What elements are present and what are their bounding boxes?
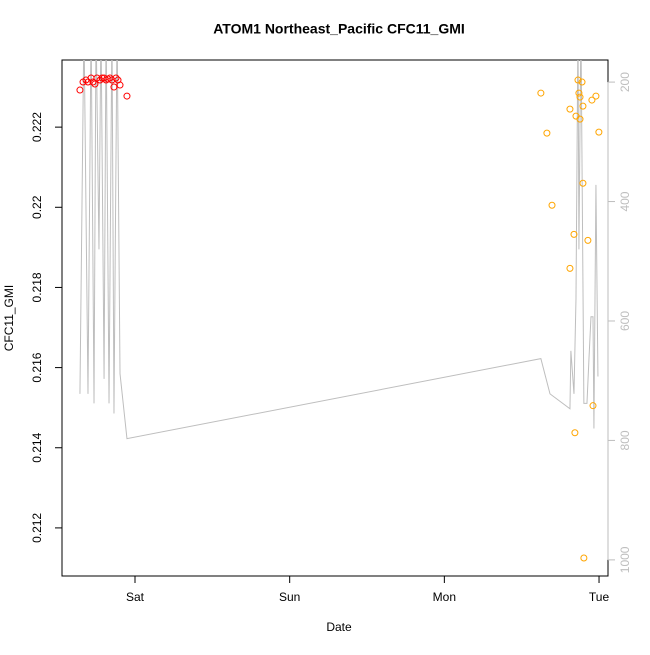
y2-tick-label: 600 xyxy=(618,311,632,331)
point xyxy=(76,86,84,94)
point xyxy=(566,264,574,272)
y-tick-label: 0.218 xyxy=(30,272,44,302)
point xyxy=(589,402,597,410)
point xyxy=(112,74,120,82)
y-tick-label: 0.22 xyxy=(30,195,44,219)
y2-tick-label: 200 xyxy=(618,72,632,92)
x-tick-label: Mon xyxy=(433,590,456,604)
x-tick-label: Tue xyxy=(589,590,610,604)
point xyxy=(579,102,587,110)
point xyxy=(576,93,584,101)
y2-tick-label: 1000 xyxy=(618,546,632,573)
point xyxy=(584,236,592,244)
point xyxy=(91,80,99,88)
y-tick-label: 0.212 xyxy=(30,513,44,543)
x-tick-label: Sat xyxy=(126,590,145,604)
point xyxy=(566,105,574,113)
x-tick-label: Sun xyxy=(279,590,300,604)
point xyxy=(116,81,124,89)
line xyxy=(79,60,599,440)
y-tick-label: 0.214 xyxy=(30,432,44,462)
point xyxy=(123,92,131,100)
point xyxy=(579,179,587,187)
y-tick-label: 0.222 xyxy=(30,112,44,142)
point xyxy=(576,115,584,123)
point xyxy=(588,96,596,104)
point xyxy=(574,76,582,84)
y-tick-label: 0.216 xyxy=(30,352,44,382)
point xyxy=(595,128,603,136)
point xyxy=(548,201,556,209)
y-axis-label: CFC11_GMI xyxy=(2,285,16,351)
plot-area xyxy=(76,60,603,562)
point xyxy=(575,89,583,97)
y2-tick-label: 800 xyxy=(618,430,632,450)
point xyxy=(89,78,97,86)
chart-title: ATOM1 Northeast_Pacific CFC11_GMI xyxy=(213,21,465,37)
point xyxy=(592,92,600,100)
point xyxy=(537,89,545,97)
point xyxy=(578,78,586,86)
y2-tick-label: 400 xyxy=(618,191,632,211)
point xyxy=(571,429,579,437)
point xyxy=(570,230,578,238)
plot-box xyxy=(61,59,609,577)
point xyxy=(543,129,551,137)
point xyxy=(110,83,118,91)
point xyxy=(580,554,588,562)
x-axis-label: Date xyxy=(326,620,352,634)
